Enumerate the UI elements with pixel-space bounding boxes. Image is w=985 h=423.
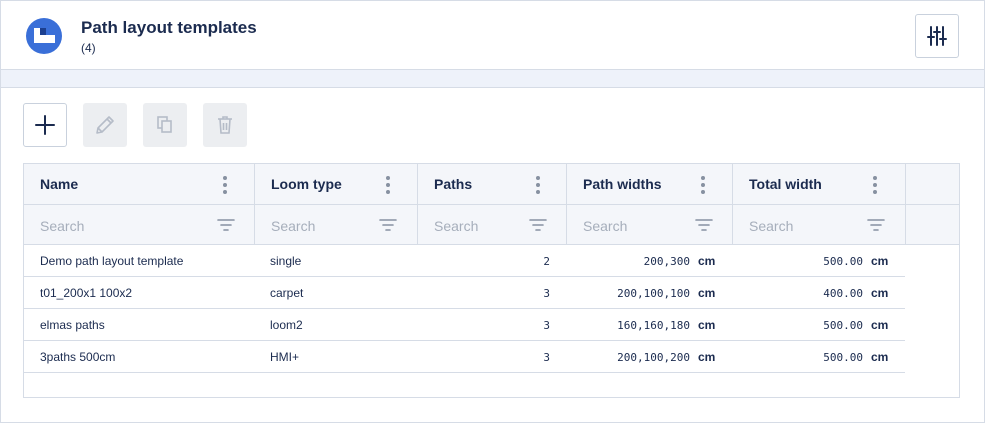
search-input-name[interactable] xyxy=(40,216,160,236)
cell-paths: 2 xyxy=(543,255,550,268)
filter-cell-paths xyxy=(418,205,567,244)
column-menu-icon[interactable] xyxy=(223,176,227,194)
cell-path-widths: 200,300 xyxy=(643,255,690,268)
copy-button[interactable] xyxy=(143,103,187,147)
column-menu-icon[interactable] xyxy=(536,176,540,194)
cell-total-width: 500.00 xyxy=(823,255,863,268)
table-row[interactable]: elmas paths loom2 3 160,160,180 cm 500.0… xyxy=(24,309,905,341)
filter-cell-total-width xyxy=(733,205,906,244)
cell-total-width-unit: cm xyxy=(871,286,889,300)
table-filter-row xyxy=(24,205,959,245)
column-header-name[interactable]: Name xyxy=(24,164,255,204)
column-label: Path widths xyxy=(583,176,662,192)
sliders-icon xyxy=(927,26,947,46)
page-title: Path layout templates xyxy=(81,18,257,37)
cell-name: Demo path layout template xyxy=(40,254,184,268)
column-menu-icon[interactable] xyxy=(386,176,390,194)
search-input-total-width[interactable] xyxy=(749,216,869,236)
app-logo-icon xyxy=(26,18,62,54)
separator-band xyxy=(0,70,985,87)
filter-icon[interactable] xyxy=(379,218,397,232)
search-input-loom-type[interactable] xyxy=(271,216,391,236)
cell-name: 3paths 500cm xyxy=(40,350,116,364)
filter-icon[interactable] xyxy=(867,218,885,232)
column-header-paths[interactable]: Paths xyxy=(418,164,567,204)
cell-paths: 3 xyxy=(543,319,550,332)
cell-total-width-unit: cm xyxy=(871,318,889,332)
column-menu-icon[interactable] xyxy=(873,176,877,194)
column-menu-icon[interactable] xyxy=(701,176,705,194)
delete-button[interactable] xyxy=(203,103,247,147)
cell-total-width-unit: cm xyxy=(871,254,889,268)
column-label: Loom type xyxy=(271,176,342,192)
pencil-icon xyxy=(96,116,114,134)
table-row[interactable]: Demo path layout template single 2 200,3… xyxy=(24,245,905,277)
cell-total-width: 400.00 xyxy=(823,287,863,300)
cell-name: t01_200x1 100x2 xyxy=(40,286,133,300)
column-header-total-width[interactable]: Total width xyxy=(733,164,906,204)
cell-path-widths: 160,160,180 xyxy=(617,319,690,332)
cell-paths: 3 xyxy=(543,287,550,300)
cell-path-widths: 200,100,100 xyxy=(617,287,690,300)
filter-cell-name xyxy=(24,205,255,244)
column-label: Name xyxy=(40,176,79,192)
filter-cell-loom-type xyxy=(255,205,418,244)
column-header-path-widths[interactable]: Path widths xyxy=(567,164,733,204)
column-label: Paths xyxy=(434,176,473,192)
templates-table: Name Loom type Paths Path widths Total w… xyxy=(23,163,960,398)
search-input-paths[interactable] xyxy=(434,216,554,236)
table-row[interactable]: t01_200x1 100x2 carpet 3 200,100,100 cm … xyxy=(24,277,905,309)
item-count: (4) xyxy=(81,41,96,55)
cell-path-widths-unit: cm xyxy=(698,254,716,268)
search-input-path-widths[interactable] xyxy=(583,216,703,236)
edit-button[interactable] xyxy=(83,103,127,147)
cell-total-width-unit: cm xyxy=(871,350,889,364)
table-header-row: Name Loom type Paths Path widths Total w… xyxy=(24,164,959,205)
filter-icon[interactable] xyxy=(695,218,713,232)
cell-total-width: 500.00 xyxy=(823,319,863,332)
page-header: Path layout templates (4) xyxy=(0,0,985,70)
cell-path-widths-unit: cm xyxy=(698,286,716,300)
cell-loom-type: loom2 xyxy=(270,318,303,332)
table-row[interactable]: 3paths 500cm HMI+ 3 200,100,200 cm 500.0… xyxy=(24,341,905,373)
cell-loom-type: HMI+ xyxy=(270,350,300,364)
cell-path-widths: 200,100,200 xyxy=(617,351,690,364)
cell-loom-type: single xyxy=(270,254,302,268)
filter-icon[interactable] xyxy=(529,218,547,232)
add-icon xyxy=(35,115,55,135)
column-settings-button[interactable] xyxy=(915,14,959,58)
cell-loom-type: carpet xyxy=(270,286,304,300)
cell-total-width: 500.00 xyxy=(823,351,863,364)
column-header-loom-type[interactable]: Loom type xyxy=(255,164,418,204)
cell-paths: 3 xyxy=(543,351,550,364)
add-button[interactable] xyxy=(23,103,67,147)
column-label: Total width xyxy=(749,176,822,192)
filter-icon[interactable] xyxy=(217,218,235,232)
copy-icon xyxy=(157,116,172,133)
trash-icon xyxy=(218,116,232,134)
cell-path-widths-unit: cm xyxy=(698,350,716,364)
cell-path-widths-unit: cm xyxy=(698,318,716,332)
filter-cell-path-widths xyxy=(567,205,733,244)
cell-name: elmas paths xyxy=(40,318,105,332)
